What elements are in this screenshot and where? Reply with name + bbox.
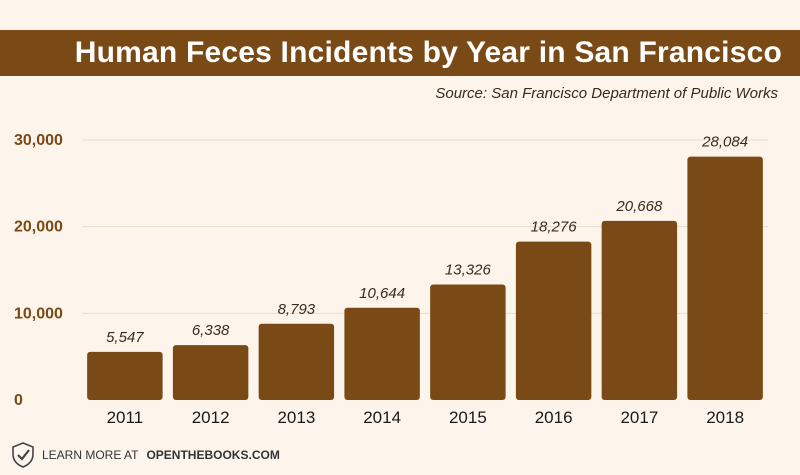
y-tick-label: 10,000 bbox=[14, 305, 63, 322]
y-tick-label: 30,000 bbox=[14, 132, 63, 149]
data-label: 6,338 bbox=[192, 322, 230, 339]
y-tick-label: 0 bbox=[14, 392, 23, 409]
x-tick-label: 2017 bbox=[620, 408, 658, 427]
data-label: 18,276 bbox=[531, 219, 578, 236]
x-tick-label: 2012 bbox=[192, 408, 230, 427]
footer-brand-link[interactable]: OPENTHEBOOKS.COM bbox=[146, 448, 280, 462]
data-label: 5,547 bbox=[106, 329, 144, 346]
data-label: 10,644 bbox=[359, 285, 405, 302]
data-label: 8,793 bbox=[278, 301, 316, 318]
bar-2012 bbox=[172, 345, 249, 400]
data-label: 20,668 bbox=[615, 198, 663, 215]
x-tick-label: 2016 bbox=[535, 408, 573, 427]
data-labels: 5,547 6,338 8,793 10,644 13,326 18,276 20,668 2… bbox=[106, 134, 748, 346]
y-tick-label: 20,000 bbox=[14, 219, 63, 236]
bar-2016 bbox=[515, 241, 592, 400]
x-tick-label: 2011 bbox=[107, 408, 144, 427]
footer-prefix: LEARN MORE AT bbox=[42, 448, 139, 462]
x-tick-label: 2013 bbox=[277, 408, 315, 427]
bar-2013 bbox=[258, 323, 335, 400]
x-tick-label: 2018 bbox=[706, 408, 744, 427]
data-label: 28,084 bbox=[701, 134, 748, 151]
y-axis-ticks: 0 10,000 20,000 30,000 bbox=[14, 132, 63, 409]
bar-2015 bbox=[430, 284, 506, 400]
source-note: Source: San Francisco Department of Publ… bbox=[435, 85, 778, 102]
checkmark-shield-icon bbox=[12, 442, 34, 468]
data-label: 13,326 bbox=[445, 262, 492, 279]
title-bar: Human Feces Incidents by Year in San Fra… bbox=[0, 30, 800, 76]
footer[interactable]: LEARN MORE AT OPENTHEBOOKS.COM bbox=[12, 441, 280, 469]
x-tick-label: 2014 bbox=[363, 408, 401, 427]
x-axis-ticks: 2011 2012 2013 2014 2015 2016 2017 2018 bbox=[107, 408, 744, 427]
x-tick-label: 2015 bbox=[449, 408, 487, 427]
bar-2017 bbox=[601, 220, 678, 400]
chart-title: Human Feces Incidents by Year in San Fra… bbox=[74, 36, 782, 69]
bar-2018 bbox=[687, 156, 763, 400]
bars bbox=[87, 156, 763, 400]
bar-2011 bbox=[87, 351, 163, 400]
bar-2014 bbox=[344, 307, 420, 400]
